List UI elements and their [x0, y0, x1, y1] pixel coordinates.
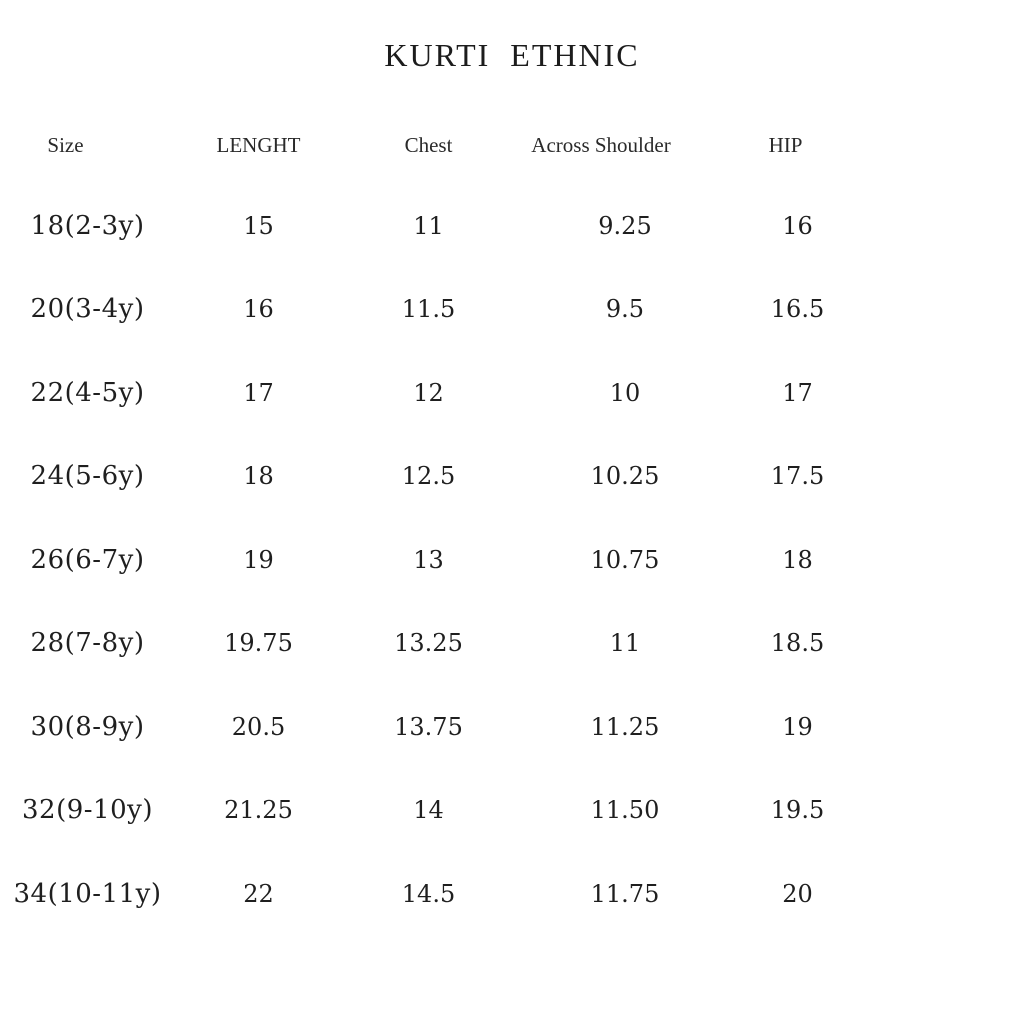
length-cell: 20.5: [231, 712, 286, 741]
length-cell: 21.25: [224, 796, 293, 825]
table-row: 24(5-6y) 18 12.5 10.25 17.5: [0, 435, 1024, 519]
page-title: KURTI ETHNIC: [384, 37, 640, 73]
length-cell: 18: [243, 462, 274, 491]
size-cell: 26(6-7y): [30, 544, 145, 575]
table-row: 20(3-4y) 16 11.5 9.5 16.5: [0, 268, 1024, 352]
hip-cell: 19.5: [770, 796, 825, 825]
column-header-hip: HIP: [768, 132, 803, 157]
hip-cell: 18: [782, 545, 813, 574]
column-header-chest: Chest: [404, 132, 453, 157]
table-row: 32(9-10y) 21.25 14 11.50 19.5: [0, 769, 1024, 853]
size-cell: 32(9-10y): [22, 795, 153, 826]
hip-cell: 17.5: [770, 462, 825, 491]
chest-cell: 12: [413, 378, 444, 407]
table-row: 26(6-7y) 19 13 10.75 18: [0, 518, 1024, 602]
size-cell: 28(7-8y): [30, 628, 145, 659]
across-shoulder-cell: 11: [609, 629, 641, 658]
size-cell: 18(2-3y): [30, 210, 145, 241]
table-header-row: Size LENGHT Chest Across Shoulder HIP: [0, 120, 1024, 170]
size-cell: 30(8-9y): [30, 711, 145, 742]
chest-cell: 11: [413, 211, 444, 240]
length-cell: 15: [243, 211, 274, 240]
size-chart-table: Size LENGHT Chest Across Shoulder HIP 18…: [0, 120, 1024, 936]
chest-cell: 13.75: [394, 712, 463, 741]
chest-cell: 14: [413, 796, 444, 825]
chest-cell: 11.5: [401, 295, 456, 324]
chest-cell: 14.5: [401, 879, 456, 908]
across-shoulder-cell: 10.75: [590, 545, 660, 574]
chest-cell: 13.25: [394, 629, 463, 658]
across-shoulder-cell: 9.25: [598, 211, 652, 240]
size-cell: 22(4-5y): [30, 377, 145, 408]
across-shoulder-cell: 11.75: [590, 879, 660, 908]
length-cell: 17: [243, 378, 274, 407]
across-shoulder-cell: 11.25: [590, 712, 660, 741]
hip-cell: 18.5: [770, 629, 825, 658]
size-cell: 20(3-4y): [30, 294, 145, 325]
table-row: 30(8-9y) 20.5 13.75 11.25 19: [0, 685, 1024, 769]
hip-cell: 16.5: [770, 295, 825, 324]
hip-cell: 16: [782, 211, 813, 240]
hip-cell: 17: [782, 378, 813, 407]
hip-cell: 19: [782, 712, 813, 741]
table-row: 28(7-8y) 19.75 13.25 11 18.5: [0, 602, 1024, 686]
column-header-length: LENGHT: [216, 132, 301, 157]
length-cell: 19: [243, 545, 274, 574]
column-header-across-shoulder: Across Shoulder: [531, 132, 671, 157]
across-shoulder-cell: 11.50: [590, 796, 660, 825]
across-shoulder-cell: 9.5: [605, 295, 645, 324]
size-cell: 24(5-6y): [30, 461, 145, 492]
hip-cell: 20: [782, 879, 813, 908]
chest-cell: 12.5: [401, 462, 456, 491]
chest-cell: 13: [413, 545, 444, 574]
across-shoulder-cell: 10.25: [590, 462, 660, 491]
length-cell: 22: [243, 879, 274, 908]
length-cell: 19.75: [224, 629, 293, 658]
table-row: 34(10-11y) 22 14.5 11.75 20: [0, 852, 1024, 936]
column-header-size: Size: [47, 132, 84, 157]
length-cell: 16: [243, 295, 274, 324]
across-shoulder-cell: 10: [609, 378, 641, 407]
table-row: 22(4-5y) 17 12 10 17: [0, 351, 1024, 435]
size-cell: 34(10-11y): [13, 878, 162, 909]
table-row: 18(2-3y) 15 11 9.25 16: [0, 184, 1024, 268]
